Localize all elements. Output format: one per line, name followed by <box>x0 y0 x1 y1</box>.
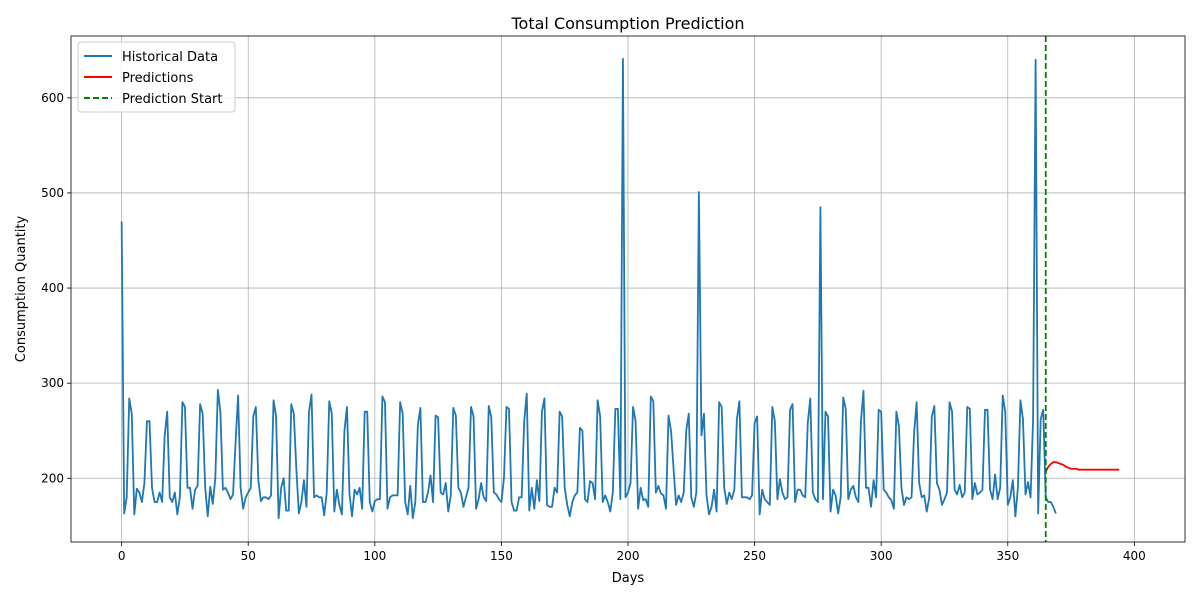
series-layer <box>120 36 1120 542</box>
x-axis-label: Days <box>612 571 645 586</box>
y-tick-label-0: 200 <box>41 471 64 485</box>
legend-label-prediction-start: Prediction Start <box>122 92 222 107</box>
y-axis-label: Consumption Quantity <box>14 215 29 362</box>
y-tick-label-1: 300 <box>41 376 64 390</box>
y-tick-label-4: 600 <box>41 91 64 105</box>
series-line-predictions <box>1044 461 1120 473</box>
x-tick-label-7: 350 <box>996 549 1019 563</box>
axis-ticks: 0 50 100 150 200 250 300 350 400 200 300 400 500 600 <box>41 91 1146 563</box>
x-tick-label-1: 50 <box>241 549 256 563</box>
series-line-historical-data <box>120 57 1057 520</box>
x-tick-label-0: 0 <box>118 549 126 563</box>
gridlines <box>71 36 1185 542</box>
x-tick-label-8: 400 <box>1123 549 1146 563</box>
legend-label-historical: Historical Data <box>122 50 218 65</box>
x-tick-label-2: 100 <box>363 549 386 563</box>
chart-title: Total Consumption Prediction <box>511 14 745 33</box>
x-tick-label-3: 150 <box>490 549 513 563</box>
legend-box <box>77 41 236 113</box>
x-tick-label-4: 200 <box>617 549 640 563</box>
y-tick-label-3: 500 <box>41 186 64 200</box>
x-tick-label-6: 300 <box>870 549 893 563</box>
y-tick-label-2: 400 <box>41 281 64 295</box>
legend: Historical Data Predictions Prediction S… <box>77 41 236 113</box>
legend-label-predictions: Predictions <box>122 71 194 86</box>
x-tick-label-5: 250 <box>743 549 766 563</box>
